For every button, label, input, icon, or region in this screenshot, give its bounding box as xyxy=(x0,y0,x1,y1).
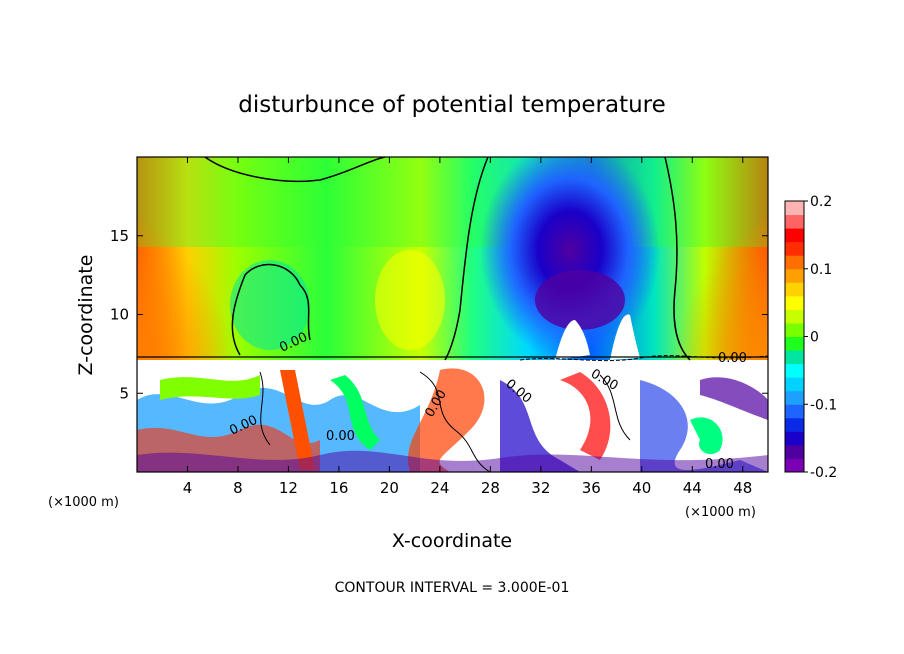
colorbar-swatch xyxy=(785,458,804,473)
colorbar-tick-label: -0.1 xyxy=(810,397,837,413)
x-unit-right: (×1000 m) xyxy=(685,505,756,520)
x-tick-label: 4 xyxy=(183,479,193,497)
colorbar-tick-label: -0.2 xyxy=(810,465,837,481)
x-tick-label: 12 xyxy=(279,479,298,497)
colorbar-swatch xyxy=(785,282,804,297)
colorbar-tick-label: 0.1 xyxy=(810,262,832,278)
colorbar xyxy=(784,200,805,473)
y-axis-label: Z-coordinate xyxy=(75,255,97,376)
colorbar-swatch xyxy=(785,228,804,243)
colorbar-swatch xyxy=(785,295,804,310)
colorbar-tick-label: 0 xyxy=(810,330,819,346)
colorbar-swatch xyxy=(785,255,804,270)
x-tick-label: 24 xyxy=(430,479,449,497)
y-axis: 5 10 15 xyxy=(110,227,768,402)
y-tick-label: 15 xyxy=(110,227,129,245)
y-tick-label: 5 xyxy=(119,384,129,402)
x-tick-label: 48 xyxy=(733,479,752,497)
colorbar-labels: 0.2 0.1 0 -0.1 -0.2 xyxy=(804,194,837,481)
colorbar-swatch xyxy=(785,377,804,392)
y-tick-label: 10 xyxy=(110,306,129,324)
colorbar-swatch xyxy=(785,350,804,365)
contour-label: 0.00 xyxy=(326,429,355,444)
x-tick-label: 20 xyxy=(380,479,399,497)
colorbar-swatch xyxy=(785,390,804,405)
colorbar-swatch xyxy=(785,268,804,283)
contour-interval-note: CONTOUR INTERVAL = 3.000E-01 xyxy=(335,580,570,596)
x-tick-label: 36 xyxy=(582,479,601,497)
x-unit-left: (×1000 m) xyxy=(48,495,119,510)
colorbar-swatch xyxy=(785,404,804,419)
chart-title: disturbunce of potential temperature xyxy=(238,92,666,118)
colorbar-tick-label: 0.2 xyxy=(810,194,832,210)
x-tick-label: 28 xyxy=(481,479,500,497)
colorbar-swatch xyxy=(785,363,804,378)
colorbar-swatch xyxy=(785,336,804,351)
x-axis-label: X-coordinate xyxy=(392,530,512,552)
colorbar-swatch xyxy=(785,322,804,337)
colorbar-swatch xyxy=(785,444,804,459)
colorbar-swatch xyxy=(785,201,804,216)
colorbar-swatch xyxy=(785,214,804,229)
x-tick-label: 32 xyxy=(531,479,550,497)
contour-label: 0.00 xyxy=(718,351,747,366)
heatmap-field xyxy=(137,157,768,472)
colorbar-swatch xyxy=(785,431,804,446)
x-tick-label: 44 xyxy=(683,479,702,497)
colorbar-swatch xyxy=(785,241,804,256)
x-tick-label: 16 xyxy=(329,479,348,497)
x-axis: 4 8 12 16 20 24 28 32 36 40 44 48 xyxy=(183,157,752,497)
colorbar-swatch xyxy=(785,417,804,432)
x-tick-label: 8 xyxy=(233,479,243,497)
contour-label: 0.00 xyxy=(705,457,734,472)
colorbar-swatch xyxy=(785,309,804,324)
x-tick-label: 40 xyxy=(632,479,651,497)
